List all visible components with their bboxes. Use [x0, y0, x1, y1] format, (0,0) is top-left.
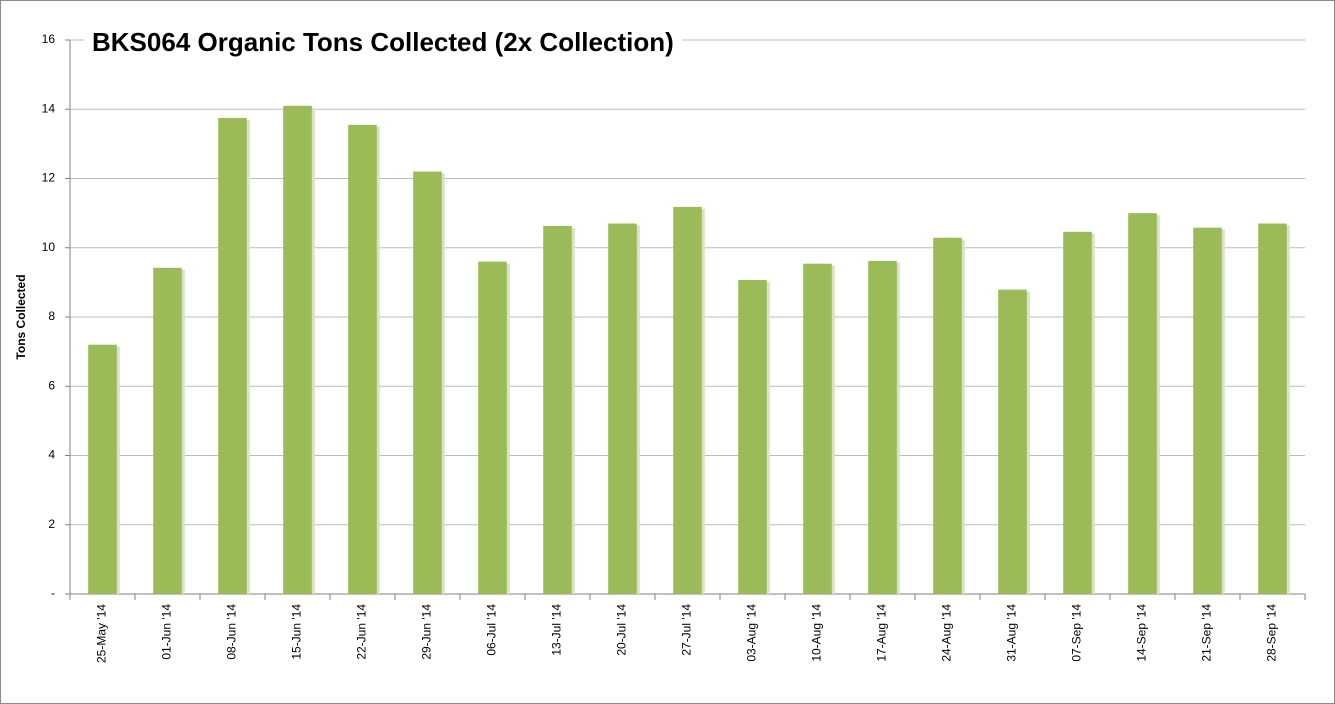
x-tick-label: 28-Sep '14 [1265, 604, 1279, 662]
y-tick-label: 10 [42, 240, 56, 254]
x-tick-label: 20-Jul '14 [615, 604, 629, 656]
bar [1128, 213, 1157, 594]
bar [153, 267, 182, 594]
y-tick-label: 6 [48, 378, 55, 392]
bar [1258, 223, 1287, 594]
bar [998, 289, 1027, 594]
y-tick-label: - [51, 586, 55, 600]
bar [608, 223, 637, 594]
x-tick-label: 25-May '14 [95, 604, 109, 663]
bar [1193, 227, 1222, 595]
bar [218, 117, 247, 594]
x-tick-label: 24-Aug '14 [940, 604, 954, 662]
bar [88, 344, 117, 594]
bar [673, 206, 702, 594]
x-tick-label: 27-Jul '14 [680, 604, 694, 656]
x-tick-label: 07-Sep '14 [1070, 604, 1084, 662]
y-axis-label: Tons Collected [14, 274, 28, 359]
y-tick-label: 14 [42, 101, 56, 115]
y-tick-label: 16 [42, 32, 56, 46]
y-tick-label: 8 [48, 309, 55, 323]
title-background [84, 26, 682, 57]
bar [933, 237, 962, 595]
bar [738, 279, 767, 594]
x-tick-label: 15-Jun '14 [290, 604, 304, 660]
bar [413, 171, 442, 594]
x-tick-label: 03-Aug '14 [745, 604, 759, 662]
x-tick-label: 01-Jun '14 [160, 604, 174, 660]
bar [868, 260, 897, 594]
y-tick-label: 4 [48, 448, 55, 462]
chart-title: BKS064 Organic Tons Collected (2x Collec… [92, 27, 674, 57]
x-tick-label: 29-Jun '14 [420, 604, 434, 660]
bar [348, 124, 377, 595]
x-tick-label: 10-Aug '14 [810, 604, 824, 662]
x-tick-label: 14-Sep '14 [1135, 604, 1149, 662]
x-tick-label: 06-Jul '14 [485, 604, 499, 656]
x-tick-label: 17-Aug '14 [875, 604, 889, 662]
x-tick-label: 13-Jul '14 [550, 604, 564, 656]
bar [543, 225, 572, 594]
x-tick-label: 08-Jun '14 [225, 604, 239, 660]
bar [803, 263, 832, 594]
x-tick-label: 31-Aug '14 [1005, 604, 1019, 662]
x-tick-label: 22-Jun '14 [355, 604, 369, 660]
bar [1063, 231, 1092, 594]
y-tick-label: 12 [42, 171, 56, 185]
y-tick-label: 2 [48, 517, 55, 531]
bar [478, 261, 507, 594]
bar [283, 105, 312, 594]
bars [88, 105, 1290, 595]
x-tick-label: 21-Sep '14 [1200, 604, 1214, 662]
